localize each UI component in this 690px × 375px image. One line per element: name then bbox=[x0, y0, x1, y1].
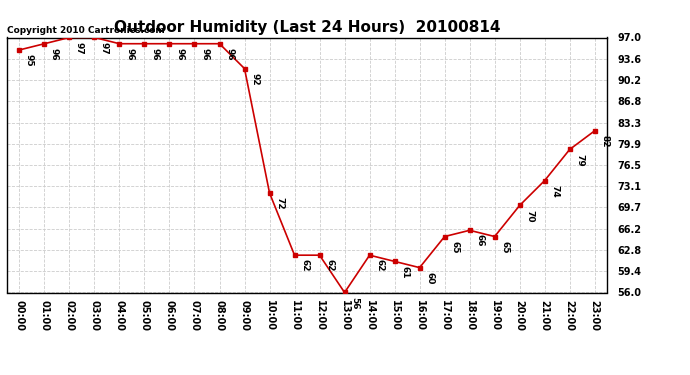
Text: 96: 96 bbox=[50, 48, 59, 60]
Text: 62: 62 bbox=[325, 260, 334, 272]
Text: 72: 72 bbox=[275, 197, 284, 210]
Text: 97: 97 bbox=[100, 42, 109, 54]
Text: 96: 96 bbox=[125, 48, 134, 60]
Text: 65: 65 bbox=[500, 241, 509, 253]
Text: 96: 96 bbox=[225, 48, 234, 60]
Text: 74: 74 bbox=[550, 185, 559, 198]
Text: 97: 97 bbox=[75, 42, 84, 54]
Text: 62: 62 bbox=[375, 260, 384, 272]
Text: 56: 56 bbox=[350, 297, 359, 309]
Text: 92: 92 bbox=[250, 73, 259, 86]
Text: 96: 96 bbox=[150, 48, 159, 60]
Title: Outdoor Humidity (Last 24 Hours)  20100814: Outdoor Humidity (Last 24 Hours) 2010081… bbox=[114, 20, 500, 35]
Text: 79: 79 bbox=[575, 154, 584, 166]
Text: 60: 60 bbox=[425, 272, 434, 284]
Text: Copyright 2010 Cartronics.com: Copyright 2010 Cartronics.com bbox=[7, 26, 165, 35]
Text: 96: 96 bbox=[200, 48, 209, 60]
Text: 62: 62 bbox=[300, 260, 309, 272]
Text: 65: 65 bbox=[450, 241, 459, 253]
Text: 82: 82 bbox=[600, 135, 609, 147]
Text: 70: 70 bbox=[525, 210, 534, 222]
Text: 66: 66 bbox=[475, 234, 484, 247]
Text: 96: 96 bbox=[175, 48, 184, 60]
Text: 95: 95 bbox=[25, 54, 34, 67]
Text: 61: 61 bbox=[400, 266, 409, 278]
